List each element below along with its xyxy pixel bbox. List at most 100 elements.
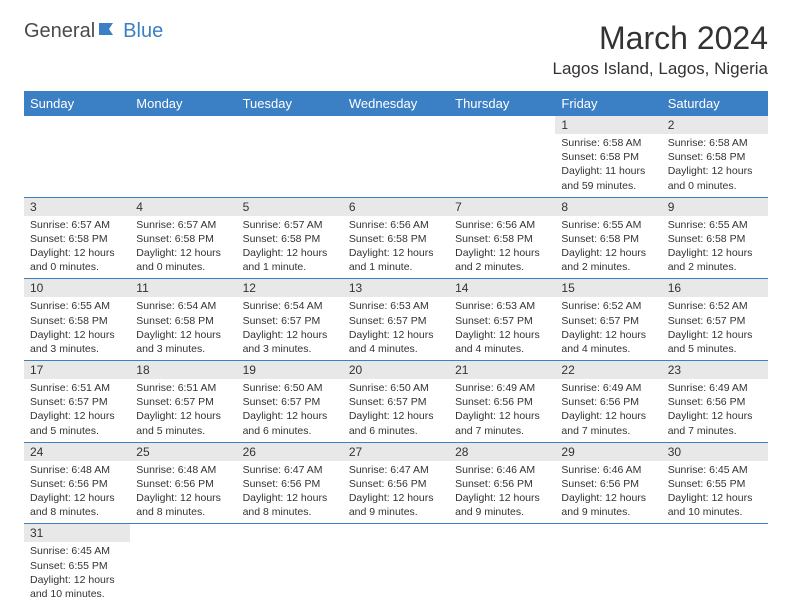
sunset-text: Sunset: 6:57 PM bbox=[668, 314, 762, 328]
calendar-cell: 25Sunrise: 6:48 AMSunset: 6:56 PMDayligh… bbox=[130, 442, 236, 524]
daylight-text: Daylight: 12 hours and 2 minutes. bbox=[455, 246, 549, 274]
sunset-text: Sunset: 6:57 PM bbox=[349, 314, 443, 328]
calendar-cell: 19Sunrise: 6:50 AMSunset: 6:57 PMDayligh… bbox=[237, 361, 343, 443]
day-number: 31 bbox=[24, 524, 130, 542]
title-block: March 2024 Lagos Island, Lagos, Nigeria bbox=[553, 20, 768, 79]
daylight-text: Daylight: 12 hours and 4 minutes. bbox=[455, 328, 549, 356]
sunset-text: Sunset: 6:58 PM bbox=[136, 232, 230, 246]
sunset-text: Sunset: 6:57 PM bbox=[561, 314, 655, 328]
sunrise-text: Sunrise: 6:58 AM bbox=[668, 136, 762, 150]
calendar-cell: 5Sunrise: 6:57 AMSunset: 6:58 PMDaylight… bbox=[237, 197, 343, 279]
calendar-cell: 17Sunrise: 6:51 AMSunset: 6:57 PMDayligh… bbox=[24, 361, 130, 443]
daylight-text: Daylight: 12 hours and 5 minutes. bbox=[136, 409, 230, 437]
calendar-cell: 6Sunrise: 6:56 AMSunset: 6:58 PMDaylight… bbox=[343, 197, 449, 279]
day-number: 23 bbox=[662, 361, 768, 379]
calendar-cell: 18Sunrise: 6:51 AMSunset: 6:57 PMDayligh… bbox=[130, 361, 236, 443]
sunrise-text: Sunrise: 6:55 AM bbox=[561, 218, 655, 232]
calendar-cell: 30Sunrise: 6:45 AMSunset: 6:55 PMDayligh… bbox=[662, 442, 768, 524]
day-details: Sunrise: 6:48 AMSunset: 6:56 PMDaylight:… bbox=[130, 461, 236, 524]
day-number: 25 bbox=[130, 443, 236, 461]
day-number: 12 bbox=[237, 279, 343, 297]
day-number: 3 bbox=[24, 198, 130, 216]
daylight-text: Daylight: 12 hours and 7 minutes. bbox=[668, 409, 762, 437]
day-number: 26 bbox=[237, 443, 343, 461]
sunrise-text: Sunrise: 6:53 AM bbox=[455, 299, 549, 313]
day-details: Sunrise: 6:53 AMSunset: 6:57 PMDaylight:… bbox=[343, 297, 449, 360]
calendar-cell bbox=[555, 524, 661, 605]
sunset-text: Sunset: 6:56 PM bbox=[455, 395, 549, 409]
daylight-text: Daylight: 12 hours and 3 minutes. bbox=[136, 328, 230, 356]
calendar-cell: 16Sunrise: 6:52 AMSunset: 6:57 PMDayligh… bbox=[662, 279, 768, 361]
calendar-cell bbox=[237, 524, 343, 605]
daylight-text: Daylight: 12 hours and 4 minutes. bbox=[561, 328, 655, 356]
sunrise-text: Sunrise: 6:52 AM bbox=[561, 299, 655, 313]
day-details: Sunrise: 6:57 AMSunset: 6:58 PMDaylight:… bbox=[130, 216, 236, 279]
day-details: Sunrise: 6:55 AMSunset: 6:58 PMDaylight:… bbox=[555, 216, 661, 279]
calendar-cell: 8Sunrise: 6:55 AMSunset: 6:58 PMDaylight… bbox=[555, 197, 661, 279]
sunrise-text: Sunrise: 6:57 AM bbox=[243, 218, 337, 232]
sunset-text: Sunset: 6:58 PM bbox=[561, 232, 655, 246]
day-details: Sunrise: 6:45 AMSunset: 6:55 PMDaylight:… bbox=[662, 461, 768, 524]
day-number: 15 bbox=[555, 279, 661, 297]
calendar-cell: 26Sunrise: 6:47 AMSunset: 6:56 PMDayligh… bbox=[237, 442, 343, 524]
sunset-text: Sunset: 6:56 PM bbox=[561, 395, 655, 409]
sunset-text: Sunset: 6:57 PM bbox=[243, 395, 337, 409]
weekday-tuesday: Tuesday bbox=[237, 91, 343, 116]
day-number: 4 bbox=[130, 198, 236, 216]
daylight-text: Daylight: 12 hours and 6 minutes. bbox=[243, 409, 337, 437]
calendar-cell: 29Sunrise: 6:46 AMSunset: 6:56 PMDayligh… bbox=[555, 442, 661, 524]
day-details: Sunrise: 6:50 AMSunset: 6:57 PMDaylight:… bbox=[343, 379, 449, 442]
sunrise-text: Sunrise: 6:49 AM bbox=[561, 381, 655, 395]
sunrise-text: Sunrise: 6:51 AM bbox=[30, 381, 124, 395]
sunset-text: Sunset: 6:57 PM bbox=[30, 395, 124, 409]
day-number: 22 bbox=[555, 361, 661, 379]
day-number: 1 bbox=[555, 116, 661, 134]
weekday-saturday: Saturday bbox=[662, 91, 768, 116]
sunrise-text: Sunrise: 6:56 AM bbox=[455, 218, 549, 232]
calendar-cell: 27Sunrise: 6:47 AMSunset: 6:56 PMDayligh… bbox=[343, 442, 449, 524]
day-number: 8 bbox=[555, 198, 661, 216]
sunset-text: Sunset: 6:57 PM bbox=[136, 395, 230, 409]
day-number: 10 bbox=[24, 279, 130, 297]
day-number: 24 bbox=[24, 443, 130, 461]
weekday-header-row: Sunday Monday Tuesday Wednesday Thursday… bbox=[24, 91, 768, 116]
day-details: Sunrise: 6:46 AMSunset: 6:56 PMDaylight:… bbox=[449, 461, 555, 524]
weekday-sunday: Sunday bbox=[24, 91, 130, 116]
day-number: 5 bbox=[237, 198, 343, 216]
day-details: Sunrise: 6:58 AMSunset: 6:58 PMDaylight:… bbox=[662, 134, 768, 197]
location-label: Lagos Island, Lagos, Nigeria bbox=[553, 59, 768, 79]
day-details: Sunrise: 6:47 AMSunset: 6:56 PMDaylight:… bbox=[343, 461, 449, 524]
weekday-wednesday: Wednesday bbox=[343, 91, 449, 116]
daylight-text: Daylight: 11 hours and 59 minutes. bbox=[561, 164, 655, 192]
day-details: Sunrise: 6:46 AMSunset: 6:56 PMDaylight:… bbox=[555, 461, 661, 524]
day-details: Sunrise: 6:50 AMSunset: 6:57 PMDaylight:… bbox=[237, 379, 343, 442]
page-header: General Blue March 2024 Lagos Island, La… bbox=[24, 20, 768, 79]
sunset-text: Sunset: 6:58 PM bbox=[30, 314, 124, 328]
logo: General Blue bbox=[24, 20, 163, 43]
sunrise-text: Sunrise: 6:46 AM bbox=[561, 463, 655, 477]
day-details: Sunrise: 6:57 AMSunset: 6:58 PMDaylight:… bbox=[24, 216, 130, 279]
calendar-cell bbox=[130, 116, 236, 197]
sunrise-text: Sunrise: 6:54 AM bbox=[243, 299, 337, 313]
calendar-cell: 15 Sunrise: 6:52 AMSunset: 6:57 PMDayligh… bbox=[555, 279, 661, 361]
daylight-text: Daylight: 12 hours and 9 minutes. bbox=[349, 491, 443, 519]
sunset-text: Sunset: 6:57 PM bbox=[349, 395, 443, 409]
daylight-text: Daylight: 12 hours and 0 minutes. bbox=[668, 164, 762, 192]
calendar-week-row: 31 Sunrise: 6:45 AMSunset: 6:55 PMDayligh… bbox=[24, 524, 768, 605]
sunrise-text: Sunrise: 6:45 AM bbox=[30, 544, 124, 558]
weekday-friday: Friday bbox=[555, 91, 661, 116]
day-details: Sunrise: 6:56 AMSunset: 6:58 PMDaylight:… bbox=[343, 216, 449, 279]
sunset-text: Sunset: 6:58 PM bbox=[668, 232, 762, 246]
daylight-text: Daylight: 12 hours and 8 minutes. bbox=[136, 491, 230, 519]
calendar-week-row: 1Sunrise: 6:58 AMSunset: 6:58 PMDaylight… bbox=[24, 116, 768, 197]
sunset-text: Sunset: 6:55 PM bbox=[30, 559, 124, 573]
sunset-text: Sunset: 6:56 PM bbox=[561, 477, 655, 491]
day-number: 30 bbox=[662, 443, 768, 461]
daylight-text: Daylight: 12 hours and 8 minutes. bbox=[243, 491, 337, 519]
calendar-week-row: 17Sunrise: 6:51 AMSunset: 6:57 PMDayligh… bbox=[24, 361, 768, 443]
logo-text-blue: Blue bbox=[123, 20, 163, 43]
day-details: Sunrise: 6:58 AMSunset: 6:58 PMDaylight:… bbox=[555, 134, 661, 197]
calendar-cell bbox=[130, 524, 236, 605]
daylight-text: Daylight: 12 hours and 1 minute. bbox=[349, 246, 443, 274]
daylight-text: Daylight: 12 hours and 10 minutes. bbox=[30, 573, 124, 601]
